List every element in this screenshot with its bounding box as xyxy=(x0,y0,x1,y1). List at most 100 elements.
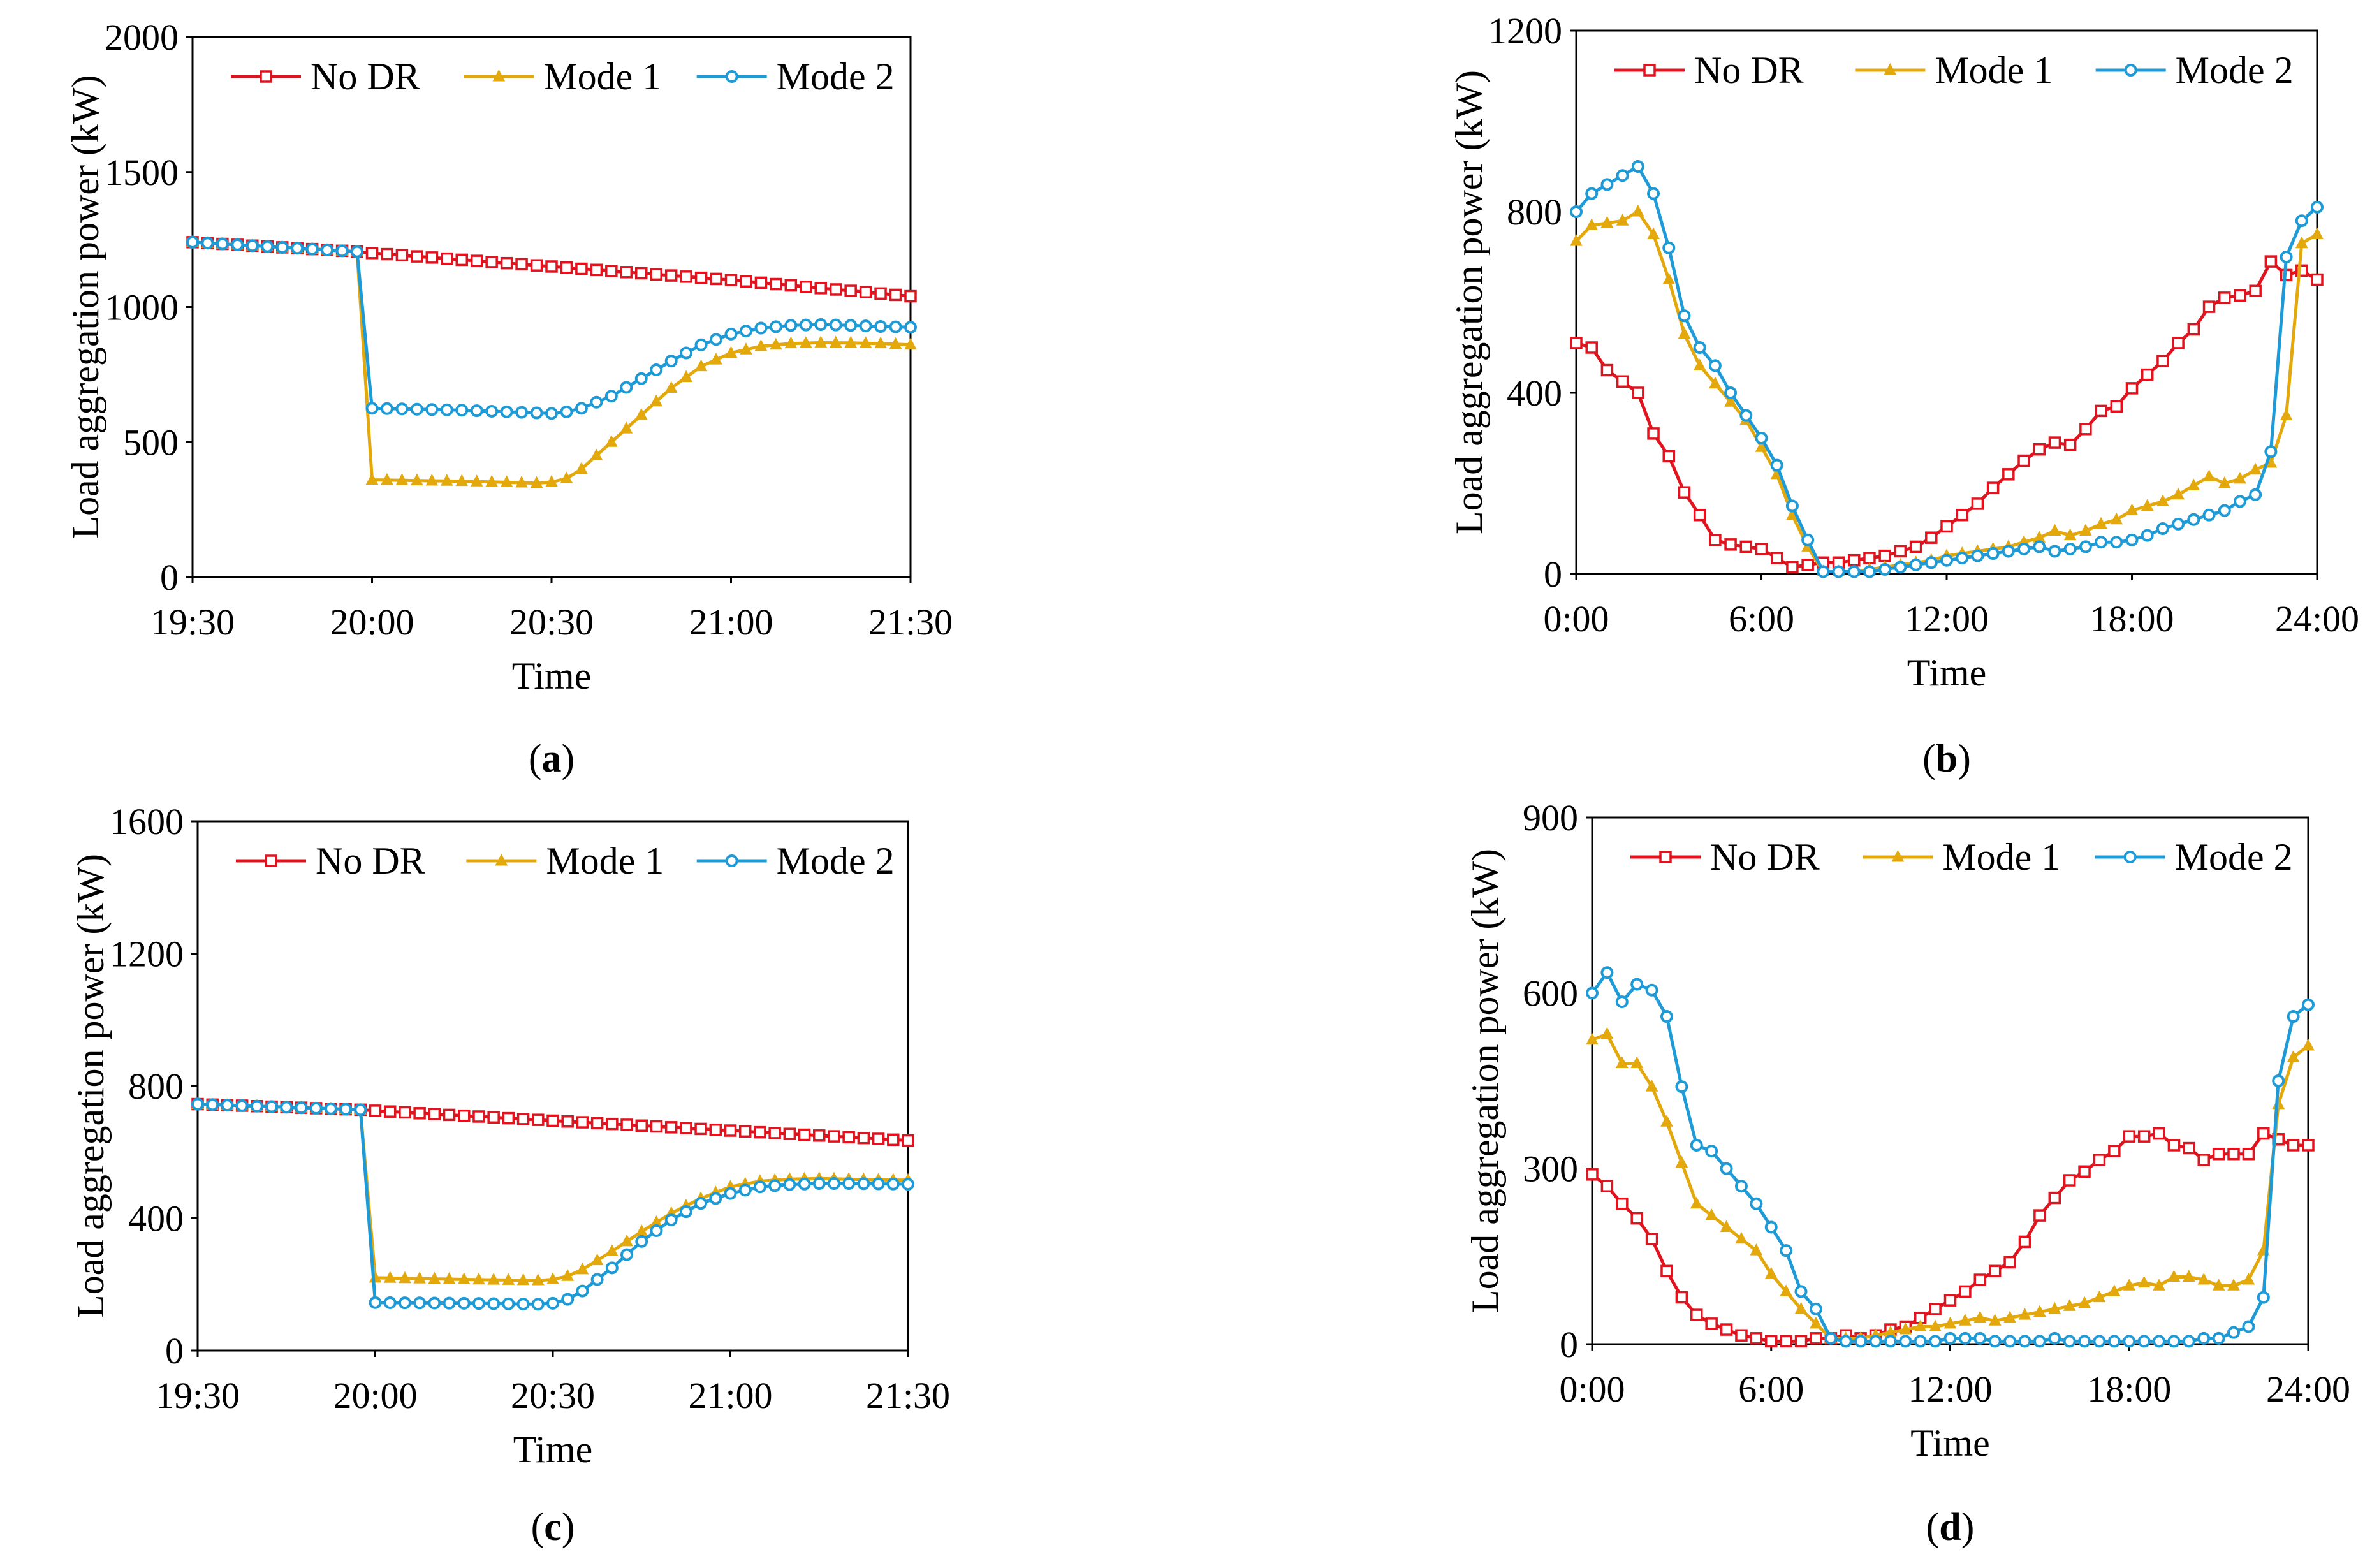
data-point xyxy=(2156,494,2169,506)
data-point xyxy=(904,289,917,303)
data-point xyxy=(428,1271,441,1284)
data-point xyxy=(650,1224,663,1237)
data-point xyxy=(1899,1335,1912,1348)
data-point xyxy=(500,256,513,270)
data-point xyxy=(902,1178,914,1191)
data-point xyxy=(216,237,229,251)
data-point xyxy=(590,1273,604,1286)
data-point xyxy=(2227,1279,2240,1291)
data-point xyxy=(383,1105,397,1118)
data-point xyxy=(889,337,902,349)
data-point xyxy=(829,318,842,332)
data-point xyxy=(381,247,393,261)
data-point xyxy=(2234,289,2246,302)
data-point xyxy=(2153,1335,2166,1348)
data-point xyxy=(472,1272,485,1285)
data-point xyxy=(2212,1279,2225,1291)
data-point xyxy=(2110,400,2123,413)
data-point xyxy=(2033,540,2046,553)
data-point xyxy=(395,402,409,416)
data-point xyxy=(245,239,259,253)
data-point xyxy=(1720,1220,1733,1232)
data-point xyxy=(457,1272,471,1284)
data-point xyxy=(724,346,738,358)
data-point xyxy=(799,335,812,348)
data-point xyxy=(2172,337,2185,349)
data-point xyxy=(532,1113,545,1126)
data-point xyxy=(295,1101,308,1115)
data-point xyxy=(1724,538,1737,551)
data-point xyxy=(530,259,543,272)
data-point xyxy=(680,270,692,283)
data-point xyxy=(2018,1308,2031,1320)
data-point xyxy=(2079,524,2092,536)
data-point xyxy=(842,1131,855,1144)
data-point xyxy=(2048,436,2061,449)
legend-swatch-marker xyxy=(2124,64,2137,77)
data-point xyxy=(679,1205,692,1219)
data-point xyxy=(2197,1272,2211,1285)
data-point xyxy=(428,1296,441,1310)
data-point xyxy=(1899,1322,1912,1335)
data-point xyxy=(1764,1266,1778,1279)
data-point xyxy=(425,403,439,416)
data-point xyxy=(576,1284,589,1298)
data-point xyxy=(2242,1272,2255,1285)
data-point xyxy=(2048,524,2061,536)
y-tick-label: 0 xyxy=(165,1330,184,1372)
legend-label: No DR xyxy=(1694,49,1804,91)
data-point xyxy=(576,1262,589,1275)
data-point xyxy=(1709,376,1722,389)
data-point xyxy=(2079,423,2092,436)
plot-frame xyxy=(1591,816,2309,1345)
data-point xyxy=(1878,549,1891,562)
data-point xyxy=(635,267,648,280)
chart-panel-b: 0 400 800 1200 0:00 6:00 12:00 18:00 24:00 Time Lo… xyxy=(1448,10,2359,780)
data-point xyxy=(1585,187,1599,200)
legend-swatch-marker xyxy=(1891,849,1905,862)
data-point xyxy=(487,1273,500,1285)
data-point xyxy=(515,475,528,488)
chart-panel-c: 0 400 800 1200 1600 19:30 20:00 20:30 21:00 21:30… xyxy=(70,801,950,1549)
data-point xyxy=(2234,471,2246,484)
data-point xyxy=(606,1244,619,1256)
data-point xyxy=(1959,1314,1972,1326)
data-point xyxy=(441,252,453,265)
data-point xyxy=(2249,488,2262,501)
data-point xyxy=(2017,542,2031,555)
data-point xyxy=(829,283,842,296)
data-point xyxy=(1839,1335,1852,1348)
data-point xyxy=(516,1298,530,1311)
data-point xyxy=(201,237,214,250)
x-tick-label: 21:00 xyxy=(688,1375,772,1416)
data-point xyxy=(828,1130,840,1143)
data-point xyxy=(664,269,678,282)
data-point xyxy=(1632,386,1644,399)
data-point xyxy=(1690,1308,1703,1321)
data-point xyxy=(1720,1323,1733,1336)
data-point xyxy=(395,473,409,485)
y-tick-label: 400 xyxy=(128,1198,184,1240)
data-point xyxy=(575,402,588,415)
data-point xyxy=(1693,341,1706,354)
data-point xyxy=(799,318,812,332)
data-point xyxy=(2002,468,2015,481)
data-point xyxy=(2295,236,2308,249)
data-point xyxy=(221,1099,234,1112)
data-point xyxy=(1660,1264,1673,1278)
data-point xyxy=(1894,561,1907,574)
data-point xyxy=(2153,1127,2165,1140)
data-point xyxy=(413,1271,426,1284)
data-point xyxy=(634,407,648,420)
data-point xyxy=(455,253,468,267)
data-point xyxy=(2095,404,2107,418)
y-tick-label: 1000 xyxy=(105,287,179,328)
data-point xyxy=(2107,1335,2121,1348)
data-point xyxy=(2227,1326,2241,1339)
data-point xyxy=(859,319,872,333)
data-point xyxy=(2264,445,2278,458)
data-point xyxy=(724,274,738,286)
y-tick-label: 400 xyxy=(1507,372,1562,414)
panel-caption: (c) xyxy=(531,1506,575,1549)
data-point xyxy=(369,1104,382,1117)
